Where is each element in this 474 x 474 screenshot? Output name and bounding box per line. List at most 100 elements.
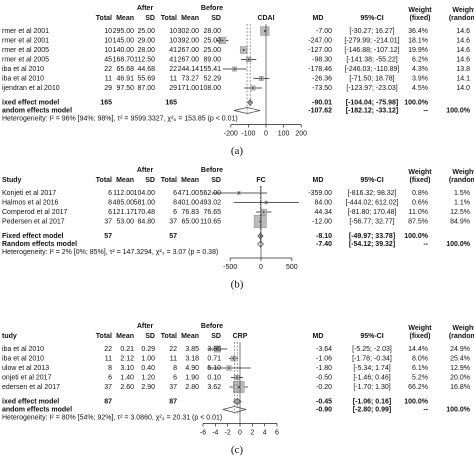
table-cell: 10 bbox=[169, 28, 177, 35]
table-cell: 97.50 bbox=[116, 85, 134, 92]
result-cell: 19.9% bbox=[408, 47, 428, 54]
table-cell: 170.48 bbox=[134, 209, 156, 216]
table-cell: 295.00 bbox=[113, 28, 135, 35]
table-cell: 493.02 bbox=[200, 199, 222, 206]
table-cell: 1.90 bbox=[185, 374, 199, 381]
table-cell: 168.70 bbox=[113, 56, 135, 63]
table-cell: 28.00 bbox=[137, 47, 155, 54]
result-cell: 4.3% bbox=[412, 66, 428, 73]
result-cell: -3.64 bbox=[316, 346, 332, 353]
result-header: Weight bbox=[408, 325, 432, 332]
result-cell: -12.00 bbox=[312, 218, 332, 225]
study-point bbox=[237, 386, 240, 388]
table-cell: 2.60 bbox=[120, 384, 134, 391]
model-name: ixed effect model bbox=[2, 398, 59, 405]
result-cell: -8.10 bbox=[316, 233, 332, 240]
model-total: 57 bbox=[104, 233, 112, 240]
result-header: (fixed) bbox=[410, 15, 431, 22]
x-tick-label: -200 bbox=[224, 130, 238, 137]
result-cell: 100.0% bbox=[446, 241, 471, 248]
model-total: 165 bbox=[165, 99, 177, 106]
heterogeneity: Heterogeneity: I² = 2% [0%; 85%], τ² = 1… bbox=[2, 249, 218, 256]
model-total: 87 bbox=[104, 398, 112, 405]
result-header: (fixed) bbox=[410, 177, 431, 184]
table-cell: 121.17 bbox=[113, 209, 135, 216]
result-header: Weight bbox=[452, 325, 474, 332]
heterogeneity: Heterogeneity: I² = 80% [54%; 92%], τ² =… bbox=[2, 414, 222, 421]
table-cell: 6 bbox=[108, 209, 112, 216]
result-cell: 14.6 bbox=[456, 37, 470, 44]
study-name: ijendran et al 2010 bbox=[2, 85, 60, 92]
result-cell: [-104.04; -75.98] bbox=[346, 99, 399, 106]
table-cell: 41 bbox=[169, 47, 177, 54]
table-cell: 10 bbox=[104, 37, 112, 44]
result-cell: -359.00 bbox=[308, 190, 332, 197]
column-header: Mean bbox=[116, 333, 134, 340]
table-cell: 401.00 bbox=[178, 199, 200, 206]
group-label: Before bbox=[201, 5, 223, 12]
table-cell: 10 bbox=[104, 47, 112, 54]
study-name: iba et al 2010 bbox=[2, 355, 44, 362]
result-cell: -73.50 bbox=[312, 85, 332, 92]
study-name: Comperod et al 2017 bbox=[2, 209, 67, 216]
table-cell: 29 bbox=[104, 85, 112, 92]
result-header: 95%-CI bbox=[360, 15, 383, 22]
panel-label: (c) bbox=[231, 444, 244, 456]
result-cell: [-81.80; 170.48] bbox=[347, 209, 396, 216]
table-cell: 45 bbox=[104, 56, 112, 63]
outcome-label: FC bbox=[256, 177, 265, 184]
x-tick-label: -4 bbox=[212, 429, 218, 436]
model-name: Fixed effect model bbox=[2, 233, 64, 240]
result-cell: [-444.02; 612.02] bbox=[346, 199, 399, 206]
column-header: Total bbox=[161, 15, 177, 22]
x-tick-label: -100 bbox=[241, 130, 255, 137]
study-name: Konjeti et al 2017 bbox=[2, 190, 56, 197]
table-cell: 267.00 bbox=[178, 56, 200, 63]
result-cell: 16.8% bbox=[450, 384, 470, 391]
result-cell: [-182.12; -33.12] bbox=[346, 107, 399, 114]
result-cell: [-56.77; 32.77] bbox=[349, 218, 394, 225]
table-cell: 112.00 bbox=[113, 190, 134, 197]
study-point bbox=[265, 201, 267, 204]
result-cell: 12.9% bbox=[450, 365, 470, 372]
study-point bbox=[238, 192, 240, 194]
table-cell: 44.68 bbox=[137, 66, 155, 73]
result-header: MD bbox=[313, 177, 324, 184]
table-cell: 22 bbox=[169, 66, 177, 73]
table-cell: 244.14 bbox=[178, 66, 200, 73]
result-cell: 1.5% bbox=[454, 190, 470, 197]
result-cell: -- bbox=[423, 241, 428, 248]
x-tick-label: -6 bbox=[200, 429, 206, 436]
result-cell: [-49.97; 33.78] bbox=[349, 233, 395, 240]
result-cell: -178.46 bbox=[308, 66, 332, 73]
result-cell: 0.6% bbox=[412, 199, 428, 206]
result-header: (random) bbox=[449, 333, 474, 340]
model-total: 165 bbox=[100, 99, 112, 106]
study-point bbox=[221, 39, 224, 42]
result-header: 95%-CI bbox=[360, 177, 383, 184]
result-cell: 14.0 bbox=[456, 85, 470, 92]
result-header: (random) bbox=[449, 177, 474, 184]
table-cell: 8 bbox=[108, 365, 112, 372]
table-cell: 10 bbox=[169, 37, 177, 44]
group-label: After bbox=[137, 167, 154, 174]
table-cell: 37 bbox=[169, 218, 177, 225]
result-cell: -0.50 bbox=[316, 374, 332, 381]
result-cell: 24.9% bbox=[450, 346, 470, 353]
table-cell: 53.00 bbox=[116, 218, 134, 225]
table-cell: 55.69 bbox=[137, 75, 155, 82]
table-cell: 485.00 bbox=[113, 199, 135, 206]
table-cell: 25.00 bbox=[203, 37, 221, 44]
result-cell: [-2.80; 0.99] bbox=[353, 406, 392, 413]
column-header: Mean bbox=[181, 333, 199, 340]
study-name: iba et al 2010 bbox=[2, 66, 44, 73]
model-total: 57 bbox=[169, 233, 177, 240]
column-header: Mean bbox=[181, 177, 199, 184]
table-cell: 104.00 bbox=[134, 190, 156, 197]
model-name: Random effects model bbox=[2, 241, 77, 248]
table-cell: 108.00 bbox=[200, 85, 222, 92]
plot-area bbox=[216, 24, 270, 115]
table-cell: 392.00 bbox=[178, 37, 200, 44]
study-point bbox=[216, 348, 219, 350]
